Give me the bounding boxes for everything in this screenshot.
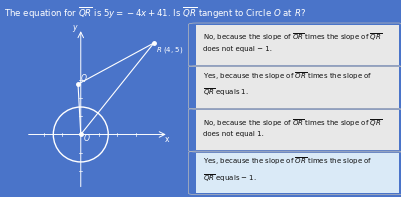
Text: Yes, because the slope of $\overline{OR}$ times the slope of
$\overline{QR}$ equ: Yes, because the slope of $\overline{OR}… [203, 156, 372, 184]
Text: $O$: $O$ [83, 132, 90, 143]
Text: $y$: $y$ [72, 23, 79, 34]
Text: Yes, because the slope of $\overline{OR}$ times the slope of
$\overline{QR}$ equ: Yes, because the slope of $\overline{OR}… [203, 70, 372, 98]
Text: No, because the slope of $\overline{OR}$ times the slope of $\overline{QR}$
does: No, because the slope of $\overline{OR}$… [203, 117, 382, 137]
Text: x: x [165, 136, 170, 144]
Text: The equation for $\overline{QR}$ is $5y = -4x + 41$. Is $\overline{QR}$ tangent : The equation for $\overline{QR}$ is $5y … [4, 6, 306, 21]
Text: $Q$: $Q$ [80, 72, 87, 84]
Text: No, because the slope of $\overline{OR}$ times the slope of $\overline{QR}$
does: No, because the slope of $\overline{OR}$… [203, 32, 382, 52]
Text: $R$ (4, 5): $R$ (4, 5) [156, 45, 183, 55]
